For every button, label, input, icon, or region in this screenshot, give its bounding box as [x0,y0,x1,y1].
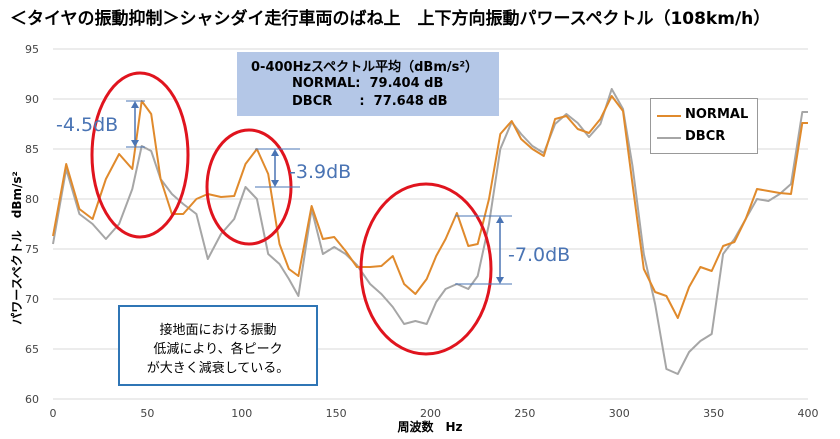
series-line-dbcr [52,88,808,375]
note-line-3: が大きく減衰している。 [146,361,290,376]
average-dbcr-value: DBCR : 77.648 dB [292,94,448,109]
legend: NORMAL DBCR [650,98,758,154]
y-tick-85: 85 [25,143,39,156]
y-tick-80: 80 [25,193,39,206]
chart-title: ＜タイヤの振動抑制＞シャシダイ走行車両のばね上 上下方向振動パワースペクトル（1… [10,9,771,29]
note-box: 接地面における振動 低減により、各ピーク が大きく減衰している。 [118,305,318,386]
spectrum-average-box: 0-400Hzスペクトル平均（dBm/s²） NORMAL: 79.404 dB… [237,52,499,116]
y-tick-65: 65 [25,343,39,356]
highlight-annotations [90,71,512,356]
y-tick-60: 60 [25,393,39,406]
x-tick-250: 250 [514,407,535,420]
x-tick-labels: 0 50 100 150 200 250 300 350 400 [50,407,819,420]
y-tick-95: 95 [25,43,39,56]
legend-swatch-dbcr [657,137,681,139]
peak1-reduction-arrow [126,100,145,148]
x-tick-400: 400 [798,407,819,420]
x-tick-300: 300 [609,407,630,420]
x-tick-200: 200 [420,407,441,420]
peak1-highlight-ellipse [90,71,190,239]
legend-swatch-normal [657,115,681,117]
y-tick-75: 75 [25,243,39,256]
average-normal-value: NORMAL: 79.404 dB [292,76,444,91]
peak3-reduction-label: -7.0dB [508,244,570,266]
y-tick-70: 70 [25,293,39,306]
x-tick-350: 350 [703,407,724,420]
data-series [52,88,808,375]
x-tick-150: 150 [326,407,347,420]
y-tick-90: 90 [25,93,39,106]
x-axis-label: 周波数 Hz [397,419,462,434]
series-line-normal [52,95,808,319]
legend-label-dbcr: DBCR [685,129,726,144]
x-tick-100: 100 [231,407,252,420]
average-box-heading: 0-400Hzスペクトル平均（dBm/s²） [251,60,479,75]
peak1-reduction-label: -4.5dB [56,114,118,136]
peak2-reduction-label: -3.9dB [289,161,351,183]
peak3-reduction-arrow [455,215,512,285]
y-axis-label: パワースペクトル dBm/s² [10,171,24,325]
peak3-highlight-ellipse [359,182,493,356]
legend-label-normal: NORMAL [685,107,749,122]
x-tick-0: 0 [50,407,57,420]
peak2-reduction-arrow [255,148,300,188]
note-line-1: 接地面における振動 [159,323,277,338]
x-tick-50: 50 [140,407,154,420]
y-tick-labels: 60 65 70 75 80 85 90 95 [25,43,39,406]
note-line-2: 低減により、各ピーク [153,342,283,357]
